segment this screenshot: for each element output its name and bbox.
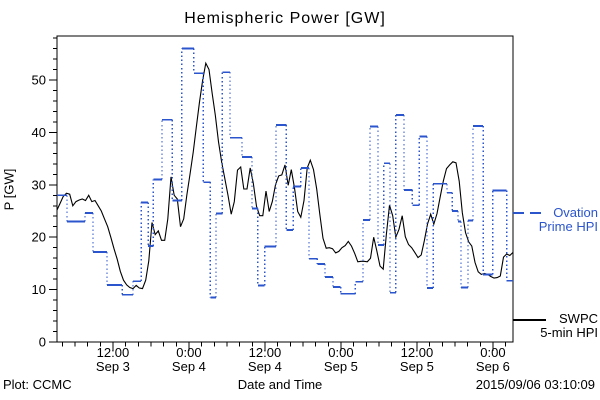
legend-ovation-line1: Ovation — [553, 205, 598, 220]
legend-swpc-line1: SWPC — [559, 311, 598, 326]
x-tick-date: Sep 5 — [400, 359, 434, 374]
x-axis-label: Date and Time — [237, 377, 323, 392]
ovation-legend-dash-2 — [530, 212, 541, 214]
x-tick-date: Sep 5 — [324, 359, 358, 374]
swpc-line — [56, 61, 514, 290]
x-tick-time: 0:00 — [176, 345, 201, 360]
legend-swpc-line2: 5-min HPI — [540, 325, 598, 340]
y-tick-label: 20 — [32, 230, 46, 245]
x-tick-date: Sep 4 — [248, 359, 282, 374]
plot-frame — [56, 35, 514, 343]
plot-credit: Plot: CCMC — [3, 377, 72, 392]
y-tick-label: 30 — [32, 177, 46, 192]
ovation-steps — [57, 47, 513, 299]
legend-ovation-line2: Prime HPI — [538, 219, 598, 234]
plot-timestamp: 2015/09/06 03:10:09 — [475, 377, 595, 392]
legend-swpc: SWPC 5-min HPI — [540, 312, 598, 340]
x-tick-time: 12:00 — [401, 345, 434, 360]
y-tick-label: 0 — [39, 335, 46, 350]
ovation-legend-dash-1 — [513, 212, 524, 214]
x-tick-time: 12:00 — [97, 345, 130, 360]
x-tick-date: Sep 6 — [476, 359, 510, 374]
y-tick-label: 10 — [32, 282, 46, 297]
x-tick-date: Sep 4 — [172, 359, 206, 374]
y-tick-label: 50 — [32, 73, 46, 88]
y-tick-label: 40 — [32, 125, 46, 140]
x-tick-time: 0:00 — [328, 345, 353, 360]
x-tick-time: 12:00 — [249, 345, 282, 360]
swpc-legend-line-sample — [513, 319, 546, 321]
legend-ovation: Ovation Prime HPI — [539, 206, 598, 234]
x-tick-date: Sep 3 — [96, 359, 130, 374]
x-tick-time: 0:00 — [480, 345, 505, 360]
chart-title: Hemispheric Power [GW] — [184, 10, 386, 27]
